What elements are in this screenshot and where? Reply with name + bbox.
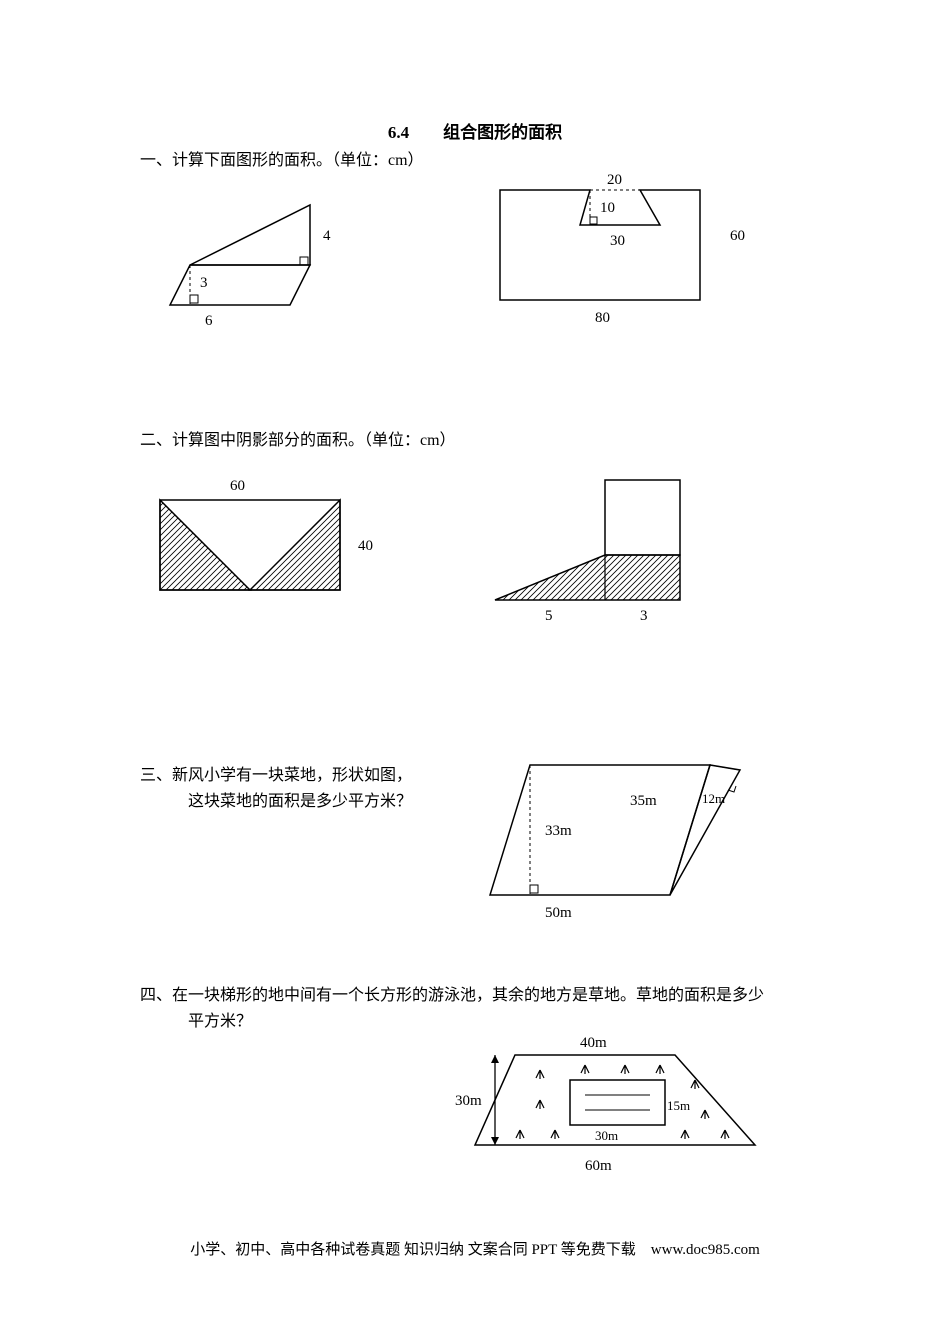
figure-4: 40m 30m 15m 30m 60m (445, 1025, 805, 1200)
label-80: 80 (595, 310, 610, 326)
question-3-text: 三、新风小学有一块菜地，形状如图， 这块菜地的面积是多少平方米？ (140, 763, 412, 814)
label-30m-bottom: 30m (595, 1128, 618, 1143)
label-6: 6 (205, 313, 213, 329)
question-2-text: 二、计算图中阴影部分的面积。（单位：cm） (140, 426, 456, 450)
question-1-text: 一、计算下面图形的面积。（单位：cm） (140, 146, 424, 170)
label-30m-left: 30m (455, 1093, 482, 1109)
label-15m: 15m (667, 1098, 690, 1113)
label-10: 10 (600, 200, 615, 216)
label-20: 20 (607, 172, 622, 188)
label-40m: 40m (580, 1035, 607, 1051)
label-60: 60 (730, 228, 745, 244)
label-5: 5 (545, 608, 553, 624)
label-60m: 60m (585, 1158, 612, 1174)
label-50m: 50m (545, 905, 572, 921)
label-3: 3 (640, 608, 648, 624)
label-35m: 35m (630, 793, 657, 809)
figure-1b: 20 10 30 60 80 (480, 170, 780, 345)
q4-line1: 四、在一块梯形的地中间有一个长方形的游泳池，其余的地方是草地。草地的面积是多少 (140, 987, 764, 1004)
figure-3: 35m 12m 33m 50m (470, 735, 790, 940)
page-footer: 小学、初中、高中各种试卷真题 知识归纳 文案合同 PPT 等免费下载 www.d… (0, 1238, 950, 1259)
figure-1a: 4 3 6 (140, 175, 360, 340)
q3-line1: 三、新风小学有一块菜地，形状如图， (140, 767, 412, 784)
label-3: 3 (200, 275, 208, 291)
label-12m: 12m (702, 791, 725, 806)
label-60-top: 60 (230, 478, 245, 494)
page-title: 6.4 组合图形的面积 (0, 118, 950, 143)
figure-2a: 60 40 (140, 460, 400, 625)
figure-2b: 5 3 (475, 460, 735, 645)
label-4: 4 (323, 228, 331, 244)
label-30: 30 (610, 233, 625, 249)
page: 6.4 组合图形的面积 一、计算下面图形的面积。（单位：cm） 4 3 6 (0, 0, 950, 1344)
label-33m: 33m (545, 823, 572, 839)
q3-line2: 这块菜地的面积是多少平方米？ (140, 789, 412, 815)
label-40: 40 (358, 538, 373, 554)
